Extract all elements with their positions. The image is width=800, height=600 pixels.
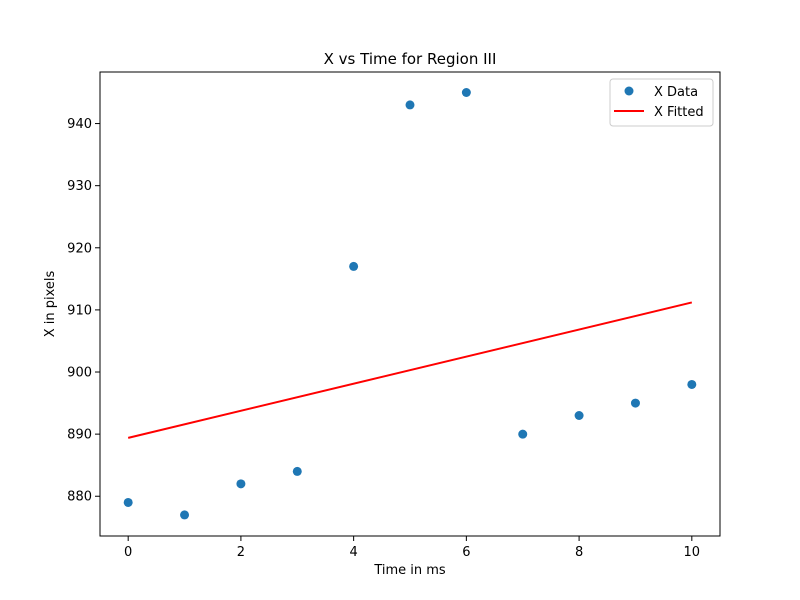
data-point <box>180 510 190 520</box>
y-tick-label: 900 <box>67 366 92 381</box>
y-tick-label: 920 <box>67 241 92 256</box>
axes-border <box>99 71 721 537</box>
data-point <box>461 87 471 97</box>
x-tick-label: 0 <box>124 545 132 560</box>
legend-box <box>609 78 714 127</box>
y-tick-label: 930 <box>67 179 92 194</box>
y-tick-label: 940 <box>67 117 92 132</box>
x-tick-label: 10 <box>684 545 701 560</box>
data-point <box>518 429 528 439</box>
y-tick-label: 880 <box>67 490 92 505</box>
x-tick-label: 6 <box>462 545 470 560</box>
legend-label-x-data: X Data <box>654 85 698 100</box>
y-axis-label: X in pixels <box>43 270 58 337</box>
x-axis: 0 2 4 6 8 10 <box>124 536 700 560</box>
x-tick-label: 2 <box>237 545 245 560</box>
data-point <box>236 479 246 489</box>
data-point <box>405 100 415 110</box>
data-point <box>574 410 584 420</box>
fit-line-layer <box>127 301 693 439</box>
y-tick-label: 890 <box>67 428 92 443</box>
data-point <box>630 398 640 408</box>
data-point <box>123 497 133 507</box>
x-axis-label: Time in ms <box>373 563 446 578</box>
x-tick-label: 4 <box>349 545 357 560</box>
fitted-line <box>127 301 693 439</box>
plot-area <box>100 72 720 536</box>
legend-marker-x-data <box>624 86 634 96</box>
data-point <box>687 379 697 389</box>
y-tick-label: 910 <box>67 303 92 318</box>
legend-label-x-fitted: X Fitted <box>654 105 704 120</box>
plot-background <box>100 72 720 536</box>
axes-frame <box>99 71 721 537</box>
data-points-layer <box>123 87 697 520</box>
data-point <box>292 466 302 476</box>
x-tick-label: 8 <box>575 545 583 560</box>
data-point <box>349 261 359 271</box>
legend: X Data X Fitted <box>609 78 714 127</box>
chart-title: X vs Time for Region III <box>324 50 497 68</box>
y-axis: 880 890 900 910 920 930 940 <box>67 117 100 505</box>
